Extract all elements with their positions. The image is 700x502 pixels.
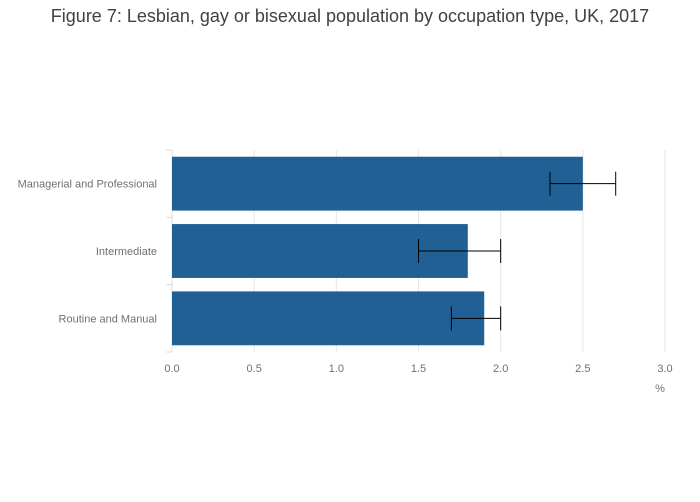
category-label: Intermediate: [96, 246, 157, 258]
x-tick-label: 2.5: [575, 363, 590, 375]
x-tick-label: 0.0: [164, 363, 179, 375]
category-label: Routine and Manual: [59, 313, 157, 325]
bars: [172, 156, 583, 346]
category-label: Managerial and Professional: [18, 179, 157, 191]
category-labels: Managerial and Professional Intermediate R…: [18, 179, 157, 326]
chart-title: Figure 7: Lesbian, gay or bisexual popul…: [50, 6, 650, 26]
bar: [172, 291, 485, 346]
x-tick-labels: 0.0 0.5 1.0 1.5 2.0 2.5 3.0: [164, 363, 672, 375]
error-bars: [418, 171, 617, 331]
x-tick-label: 0.5: [247, 363, 262, 375]
x-tick-label: 3.0: [657, 363, 672, 375]
x-tick-label: 2.0: [493, 363, 508, 375]
x-axis-label: %: [655, 383, 665, 395]
x-tick-label: 1.5: [411, 363, 426, 375]
bar: [172, 156, 583, 211]
y-axis: [166, 149, 173, 353]
x-tick-label: 1.0: [329, 363, 344, 375]
